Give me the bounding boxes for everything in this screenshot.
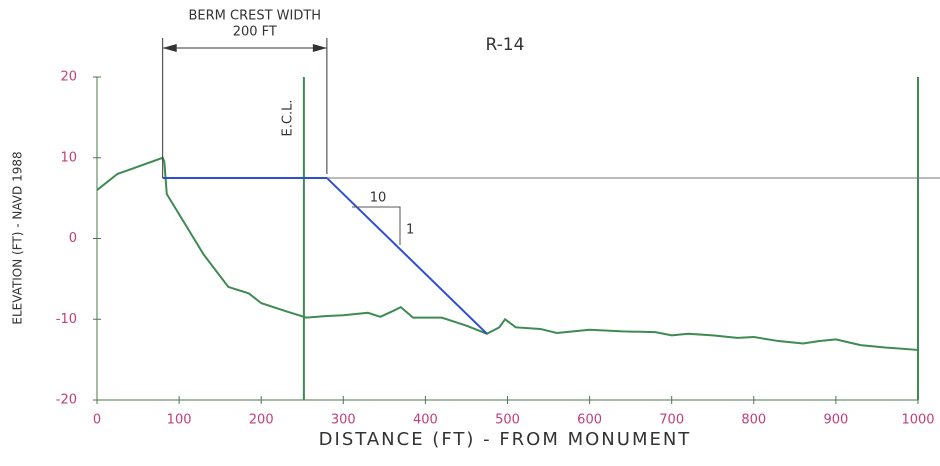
x-axis-label: DISTANCE (FT) - FROM MONUMENT [319, 429, 692, 450]
x-tick-label: 600 [577, 413, 602, 428]
x-tick-label: 800 [741, 413, 766, 428]
slope-rise-label: 1 [406, 223, 414, 238]
x-tick-label: 300 [331, 413, 356, 428]
arrow [312, 44, 327, 52]
y-tick-label: -20 [56, 393, 77, 408]
y-tick-label: 0 [69, 231, 77, 246]
x-tick-label: 900 [823, 413, 848, 428]
x-tick-label: 200 [249, 413, 274, 428]
profile-line [96, 156, 919, 351]
y-tick-label: -10 [56, 312, 77, 327]
y-tick-label: 20 [60, 70, 77, 85]
x-tick-label: 100 [167, 413, 192, 428]
y-axis-label: ELEVATION (FT) - NAVD 1988 [11, 151, 25, 324]
chart-title: R-14 [486, 35, 525, 55]
slope-run-label: 10 [370, 191, 387, 206]
arrow [162, 44, 177, 52]
x-tick-label: 500 [495, 413, 520, 428]
x-tick-label: 0 [93, 413, 101, 428]
profile-line [162, 176, 488, 335]
y-tick-label: 10 [60, 150, 77, 165]
dimension-label: BERM CREST WIDTH [188, 9, 321, 24]
x-tick-label: 1000 [901, 413, 934, 428]
x-tick-label: 400 [413, 413, 438, 428]
slope-triangle [352, 206, 401, 245]
ecl-label: E.C.L. [280, 100, 295, 137]
dimension-label: 200 FT [233, 25, 277, 40]
x-tick-label: 700 [659, 413, 684, 428]
